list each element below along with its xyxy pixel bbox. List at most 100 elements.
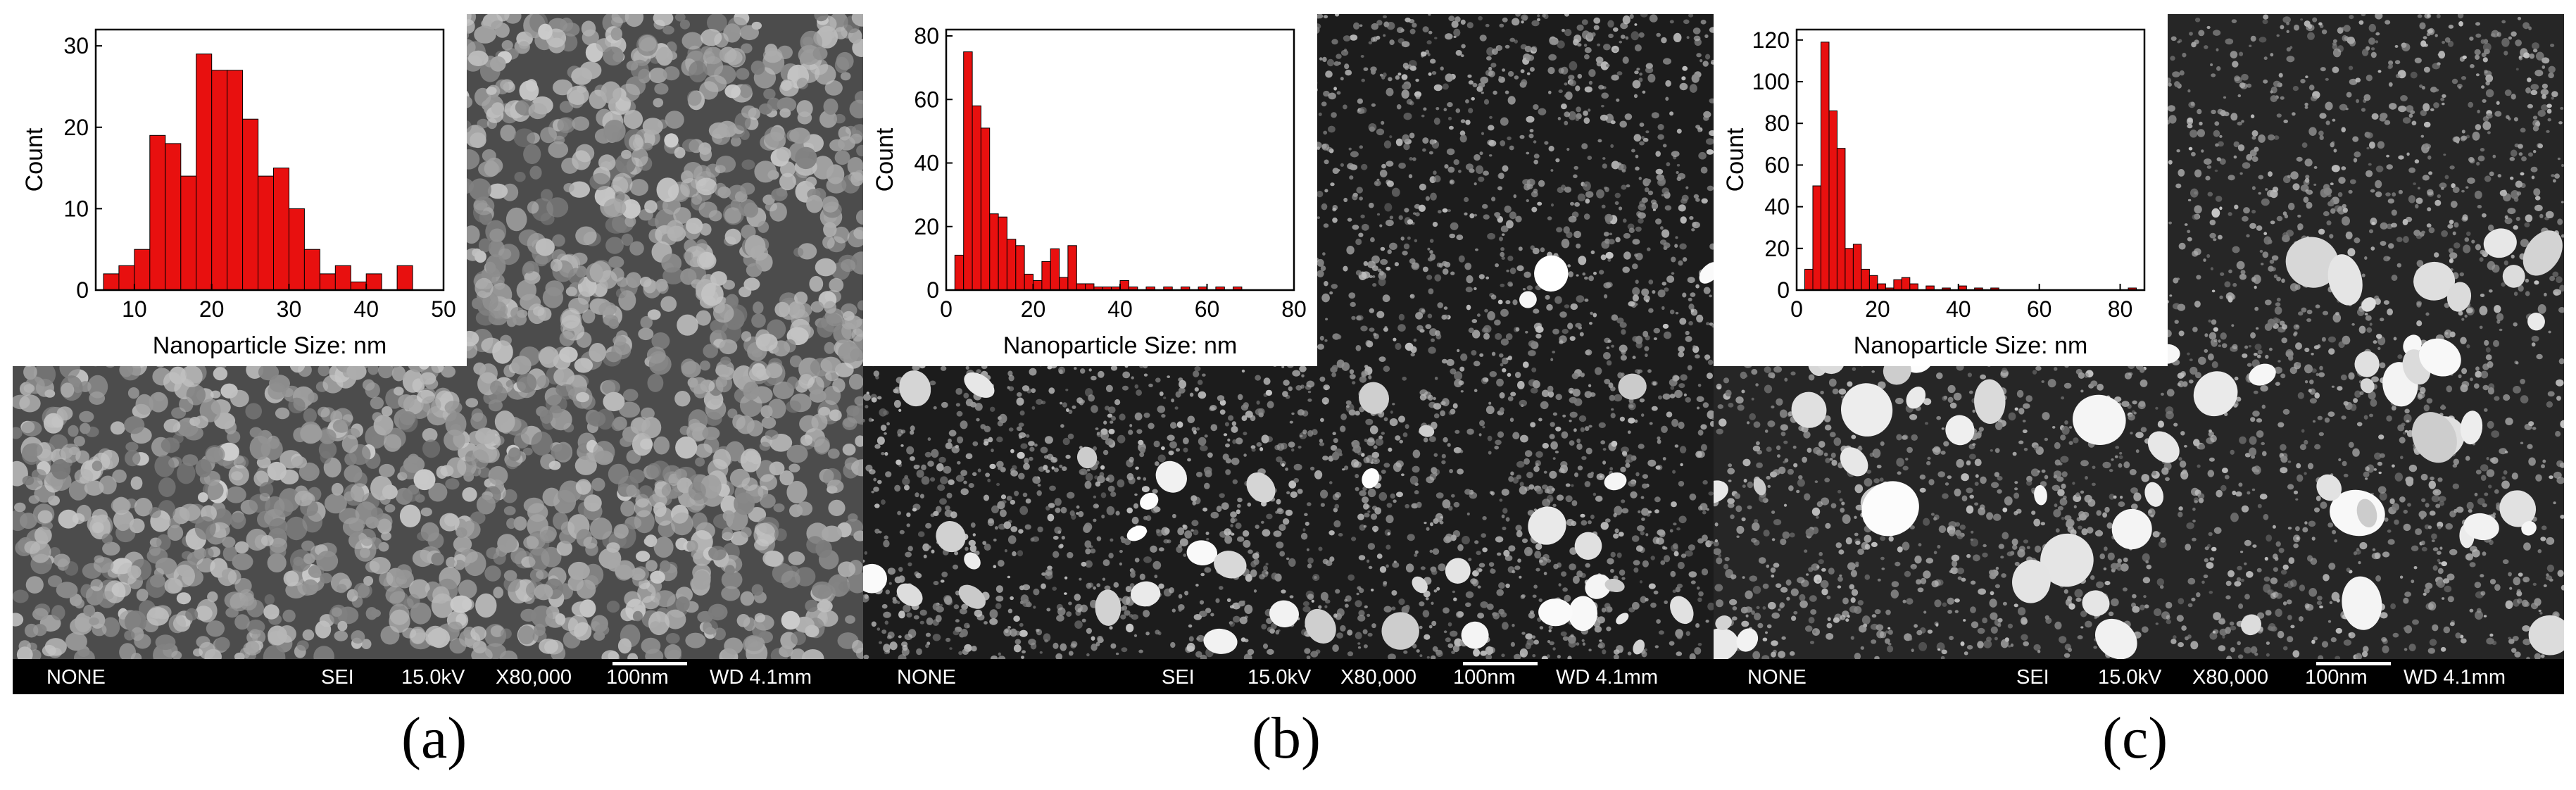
histogram-bar xyxy=(1085,283,1095,291)
sem-scale-label: 100nm xyxy=(2305,666,2368,689)
histogram-bar xyxy=(258,175,274,291)
y-tick-label: 20 xyxy=(1764,236,1790,261)
y-tick-label: 80 xyxy=(1764,111,1790,136)
histogram-bars xyxy=(1804,42,2137,291)
sem-working-distance: WD 4.1mm xyxy=(2404,666,2506,689)
histogram-bar xyxy=(1033,280,1043,291)
histogram-bar xyxy=(1006,239,1017,291)
x-tick-label: 60 xyxy=(1195,296,1220,322)
histogram-inset-c: 0 20 40 60 80 0 20 40 60 80 100 120 Nanoparticle Siz… xyxy=(1714,14,2168,366)
x-axis-label: Nanoparticle Size: nm xyxy=(153,332,387,359)
y-tick-label: 20 xyxy=(914,214,939,239)
x-tick-label: 20 xyxy=(1021,296,1046,322)
scale-bar xyxy=(2316,662,2391,665)
x-tick-label: 20 xyxy=(1865,296,1890,322)
plot-frame xyxy=(1795,28,2146,291)
histogram-bar xyxy=(954,254,965,291)
sem-voltage: 15.0kV xyxy=(1248,666,1312,689)
sem-info-bar-b: NONE SEI 15.0kV X80,000 100nm WD 4.1mm xyxy=(863,659,1714,694)
sem-magnification: X80,000 xyxy=(2192,666,2269,689)
histogram-bar xyxy=(989,213,999,291)
histogram-bar xyxy=(180,175,197,291)
sem-working-distance: WD 4.1mm xyxy=(710,666,812,689)
panel-b: NONE SEI 15.0kV X80,000 100nm WD 4.1mm 0… xyxy=(863,14,1714,694)
histogram-bar xyxy=(980,127,991,291)
x-tick-label: 40 xyxy=(1107,296,1133,322)
sem-info-bar-a: NONE SEI 15.0kV X80,000 100nm WD 4.1mm xyxy=(13,659,863,694)
histogram-bar xyxy=(103,273,120,291)
histogram-bar xyxy=(211,70,228,291)
histogram-bar xyxy=(1877,283,1886,291)
histogram-bar xyxy=(273,168,289,291)
histogram-bar xyxy=(319,273,336,291)
y-tick-label: 10 xyxy=(63,196,89,221)
histogram-bar xyxy=(1812,185,1821,291)
x-tick-label: 80 xyxy=(1281,296,1307,322)
histogram-bar xyxy=(1828,110,1837,291)
plot-frame xyxy=(94,28,445,291)
sem-working-distance: WD 4.1mm xyxy=(1556,666,1658,689)
sem-scale-label: 100nm xyxy=(1453,666,1516,689)
caption-b: (b) xyxy=(1252,706,1321,771)
histogram-bar xyxy=(1024,273,1033,291)
y-tick-label: 80 xyxy=(914,23,939,49)
y-tick-label: 0 xyxy=(76,277,89,303)
histogram-bar xyxy=(1845,248,1854,291)
histogram-bar xyxy=(1015,245,1025,291)
y-tick-label: 0 xyxy=(1777,277,1790,303)
scale-bar xyxy=(1463,662,1538,665)
histogram-chart-a: 10 20 30 40 50 0 10 20 30 Nanoparticle Size: nm Co… xyxy=(21,28,456,359)
histogram-bar xyxy=(242,118,259,291)
histogram-bar xyxy=(998,216,1007,291)
x-tick-label: 80 xyxy=(2108,296,2133,322)
y-axis-label: Count xyxy=(1722,127,1749,192)
histogram-bar xyxy=(288,208,305,291)
x-tick-label: 0 xyxy=(1790,296,1803,322)
histogram-bar xyxy=(1909,283,1918,291)
x-tick-label: 60 xyxy=(2027,296,2052,322)
sem-label: NONE xyxy=(46,666,106,689)
histogram-bars xyxy=(103,54,413,291)
histogram-chart-b: 0 20 40 60 80 0 20 40 60 80 Nanoparticle Size: nm C… xyxy=(872,23,1307,359)
x-tick-label: 40 xyxy=(1946,296,1971,322)
x-axis-label: Nanoparticle Size: nm xyxy=(1003,332,1238,359)
sem-voltage: 15.0kV xyxy=(401,666,465,689)
histogram-bar xyxy=(1050,248,1060,291)
y-axis-label: Count xyxy=(872,127,898,192)
x-tick-label: 50 xyxy=(431,296,456,322)
histogram-bar xyxy=(1119,280,1129,291)
histogram-bar xyxy=(365,273,382,291)
histogram-inset-b: 0 20 40 60 80 0 20 40 60 80 Nanoparticle Size: nm C… xyxy=(863,14,1317,366)
histogram-bar xyxy=(149,134,166,291)
y-tick-label: 20 xyxy=(63,115,89,140)
histogram-bar xyxy=(1041,261,1051,291)
y-tick-label: 60 xyxy=(1764,152,1790,177)
histogram-bar xyxy=(1804,268,1814,291)
histogram-bar xyxy=(118,265,135,291)
histogram-bars xyxy=(954,51,1243,291)
caption-a: (a) xyxy=(401,706,467,771)
caption-c: (c) xyxy=(2102,706,2168,771)
histogram-bar xyxy=(963,51,973,291)
histogram-bar xyxy=(1852,244,1862,291)
histogram-bar xyxy=(972,105,981,291)
histogram-bar xyxy=(1067,245,1077,291)
y-tick-label: 40 xyxy=(914,151,939,176)
y-tick-label: 60 xyxy=(914,87,939,112)
sem-magnification: X80,000 xyxy=(1340,666,1417,689)
x-tick-label: 30 xyxy=(277,296,302,322)
sem-label: NONE xyxy=(1747,666,1807,689)
sem-detector: SEI xyxy=(2016,666,2049,689)
histogram-bar xyxy=(1821,42,1830,291)
histogram-bar xyxy=(1901,277,1911,291)
y-tick-label: 120 xyxy=(1752,27,1790,53)
histogram-bar xyxy=(334,265,351,291)
histogram-bar xyxy=(1836,148,1846,291)
histogram-bar xyxy=(396,265,413,291)
sem-info-bar-c: NONE SEI 15.0kV X80,000 100nm WD 4.1mm xyxy=(1714,659,2564,694)
histogram-bar xyxy=(1059,277,1069,291)
histogram-bar xyxy=(134,249,151,291)
histogram-chart-c: 0 20 40 60 80 0 20 40 60 80 100 120 Nanoparticle Siz… xyxy=(1722,27,2146,359)
y-tick-label: 100 xyxy=(1752,69,1790,94)
sem-voltage: 15.0kV xyxy=(2098,666,2162,689)
